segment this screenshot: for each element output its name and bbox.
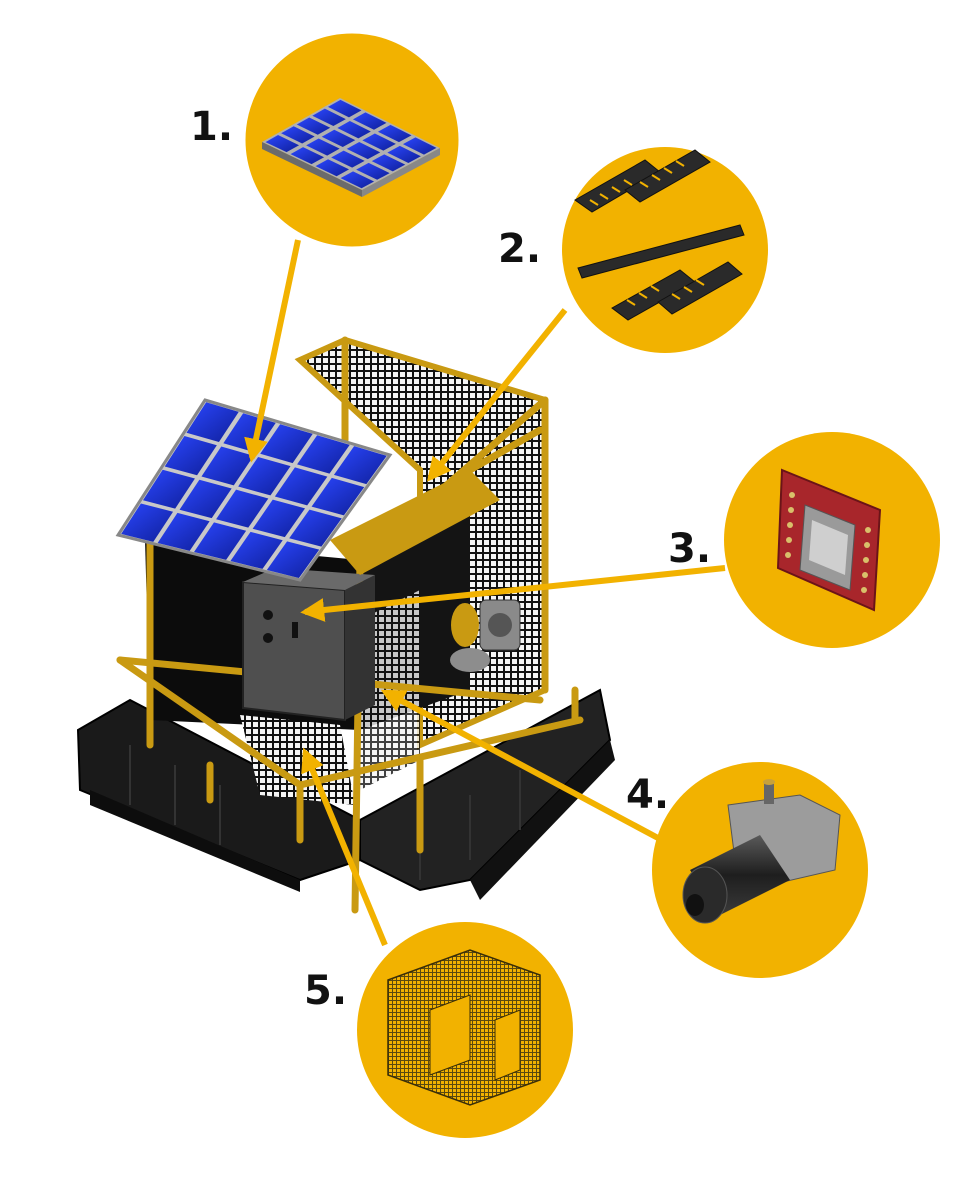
solar-cells xyxy=(121,402,387,578)
solar-cell xyxy=(260,424,313,464)
solar-cell xyxy=(164,435,217,476)
callout-4-label: 4. xyxy=(626,772,669,818)
brush-roller xyxy=(330,470,521,672)
solar-cell xyxy=(238,456,291,496)
icon-solar-cell xyxy=(346,142,381,160)
solar-cell xyxy=(216,489,269,528)
solar-cell xyxy=(194,522,247,560)
solar-cell xyxy=(186,402,239,443)
icon-solar-cell xyxy=(321,129,356,147)
callout-1 xyxy=(242,30,462,250)
callout-1-label: 1. xyxy=(190,104,233,150)
icon-solar-cell xyxy=(402,137,437,155)
icon-solar-cell xyxy=(290,147,325,165)
sd-card-module-icon xyxy=(776,468,882,612)
solar-cell xyxy=(266,541,320,578)
solar-cell xyxy=(201,446,254,486)
icon-solar-cell xyxy=(312,108,346,127)
solar-cell xyxy=(223,413,276,453)
solar-cell xyxy=(333,446,387,485)
callout-4 xyxy=(652,762,868,978)
solar-cell xyxy=(289,509,342,547)
icon-solar-cell xyxy=(352,112,387,130)
icon-solar-cell xyxy=(337,121,371,139)
icon-solar-cell xyxy=(387,145,421,163)
icon-solar-cell xyxy=(331,150,365,168)
solar-cell xyxy=(121,503,174,542)
solar-cell xyxy=(311,477,365,516)
solar-panel xyxy=(115,398,393,582)
solar-cell xyxy=(297,435,350,474)
machine-assembly xyxy=(76,336,615,914)
solar-cell xyxy=(179,479,232,519)
icon-solar-cell xyxy=(356,162,390,180)
icon-solar-cell xyxy=(281,126,315,144)
icon-solar-cell xyxy=(362,133,396,151)
solar-panel-icon xyxy=(262,98,440,197)
icon-solar-cell xyxy=(327,99,362,118)
icon-solar-cell xyxy=(306,138,340,156)
leader-lines xyxy=(244,239,726,947)
callout-3-label: 3. xyxy=(668,526,711,572)
icon-solar-cell xyxy=(265,135,300,153)
icon-solar-cell xyxy=(340,171,375,189)
mesh-cage-icon xyxy=(387,949,541,1106)
solar-cell xyxy=(252,499,306,538)
callout-3 xyxy=(724,432,940,648)
electronics-box xyxy=(242,568,375,722)
brush-rollers-icon xyxy=(574,149,745,321)
callout-2-label: 2. xyxy=(498,226,541,272)
solar-cell xyxy=(274,467,328,506)
solar-cell xyxy=(142,469,195,509)
solar-cell xyxy=(157,512,210,551)
callout-5-label: 5. xyxy=(304,968,347,1014)
icon-solar-cell xyxy=(371,154,406,172)
solar-cell xyxy=(230,531,283,569)
callout-5 xyxy=(357,922,573,1138)
callout-2 xyxy=(562,147,768,353)
icon-solar-cell xyxy=(315,159,350,177)
gear-motor-icon xyxy=(682,779,841,924)
icon-solar-cell xyxy=(296,117,331,135)
icon-solar-cell xyxy=(377,124,412,143)
